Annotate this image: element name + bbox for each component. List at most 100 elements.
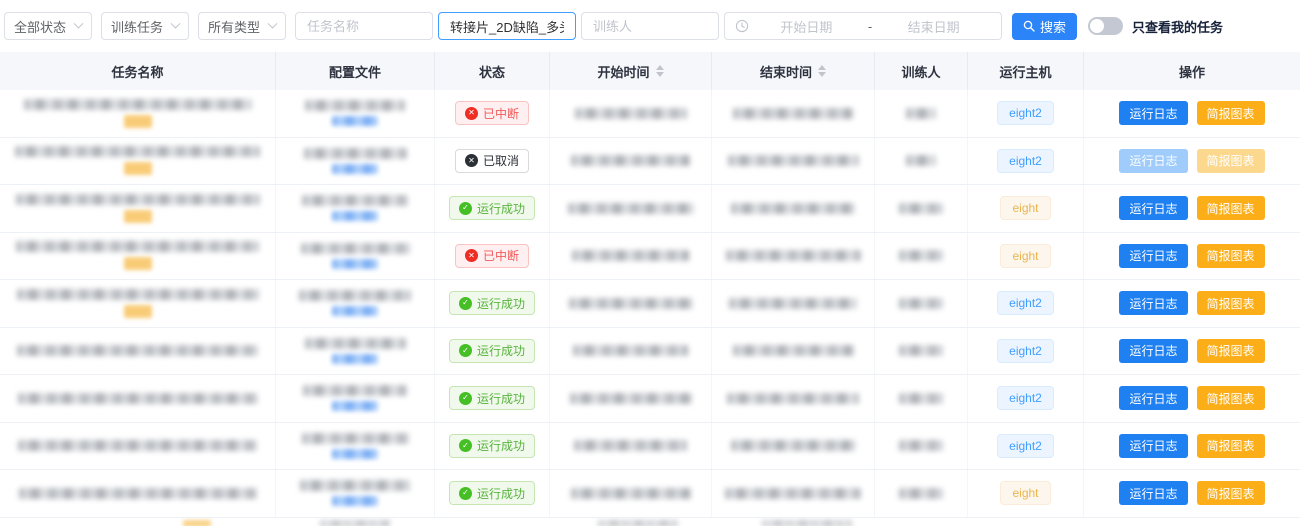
config-file-link-redacted[interactable] bbox=[332, 448, 378, 459]
config-file-link-redacted[interactable] bbox=[332, 163, 378, 174]
trainer-cell bbox=[875, 232, 968, 279]
run-log-button[interactable]: 运行日志 bbox=[1119, 196, 1188, 221]
run-log-button[interactable]: 运行日志 bbox=[1119, 433, 1188, 458]
host-cell: eight bbox=[968, 232, 1084, 279]
config-file-cell bbox=[276, 422, 435, 469]
column-header-5[interactable]: 结束时间 bbox=[712, 52, 875, 90]
status-filter-select[interactable]: 全部状态 bbox=[4, 12, 92, 40]
status-label: 已中断 bbox=[482, 249, 519, 264]
category-select[interactable]: 所有类型 bbox=[198, 12, 286, 40]
run-log-button[interactable]: 运行日志 bbox=[1119, 291, 1188, 316]
trainer-cell bbox=[875, 90, 968, 137]
status-icon: ✓ bbox=[458, 391, 472, 405]
end-time-cell bbox=[712, 470, 875, 517]
report-chart-button[interactable]: 简报图表 bbox=[1196, 243, 1265, 268]
column-header-4[interactable]: 开始时间 bbox=[550, 52, 712, 90]
trainer-input[interactable] bbox=[581, 12, 719, 40]
report-chart-button[interactable]: 简报图表 bbox=[1196, 101, 1265, 126]
host-cell: eight2 bbox=[968, 327, 1084, 374]
date-start-placeholder: 开始日期 bbox=[780, 19, 833, 35]
run-log-button[interactable]: 运行日志 bbox=[1119, 338, 1188, 363]
end-time-cell bbox=[712, 375, 875, 422]
trainer-cell bbox=[875, 327, 968, 374]
start-time-redacted bbox=[574, 440, 687, 452]
task-name-tag-redacted bbox=[123, 304, 152, 318]
task-name-tag-redacted bbox=[123, 209, 152, 223]
config-file-link-redacted[interactable] bbox=[332, 258, 378, 269]
toggle-knob bbox=[1090, 19, 1105, 33]
my-tasks-toggle-label: 只查看我的任务 bbox=[1132, 19, 1224, 35]
search-button[interactable]: 搜索 bbox=[1012, 12, 1078, 40]
sort-desc-icon bbox=[655, 72, 664, 77]
config-file-link-redacted[interactable] bbox=[332, 496, 378, 507]
status-cell: ✕ 已取消 bbox=[435, 137, 550, 184]
config-file-link-redacted[interactable] bbox=[332, 353, 378, 364]
report-chart-button[interactable]: 简报图表 bbox=[1196, 338, 1265, 363]
status-cell: ✓ 运行成功 bbox=[435, 470, 550, 517]
end-time-redacted bbox=[727, 155, 859, 167]
run-log-button[interactable]: 运行日志 bbox=[1119, 101, 1188, 126]
report-chart-button[interactable]: 简报图表 bbox=[1196, 148, 1265, 173]
column-header-label: 配置文件 bbox=[328, 64, 381, 80]
actions-cell: 运行日志 简报图表 bbox=[1084, 328, 1300, 375]
config-file-redacted bbox=[299, 290, 411, 302]
date-range-picker[interactable]: 开始日期 - 结束日期 bbox=[724, 12, 1002, 40]
host-badge: eight2 bbox=[997, 101, 1054, 126]
table-row: ✕ 已取消 eight2 运行日志 简报图表 bbox=[0, 137, 1300, 185]
table-row: ✓ 运行成功 eight 运行日志 简报图表 bbox=[0, 185, 1300, 233]
table-header-row: 任务名称 配置文件 状态 开始时间 结束时间 训练人 运行主机 操作 bbox=[0, 52, 1300, 90]
start-time-cell bbox=[550, 90, 712, 137]
config-file-cell bbox=[276, 470, 435, 517]
actions-cell: 运行日志 简报图表 bbox=[1084, 233, 1300, 280]
config-file-link-redacted[interactable] bbox=[332, 306, 378, 317]
report-chart-button[interactable]: 简报图表 bbox=[1196, 196, 1265, 221]
column-header-label: 状态 bbox=[478, 64, 505, 80]
task-name-redacted bbox=[23, 98, 252, 110]
run-log-button[interactable]: 运行日志 bbox=[1119, 243, 1188, 268]
run-log-button[interactable]: 运行日志 bbox=[1119, 148, 1188, 173]
report-chart-button[interactable]: 简报图表 bbox=[1196, 386, 1265, 411]
trainer-cell bbox=[875, 185, 968, 232]
status-icon: ✕ bbox=[464, 154, 478, 168]
start-time-cell bbox=[550, 422, 712, 469]
run-log-button[interactable]: 运行日志 bbox=[1119, 386, 1188, 411]
config-file-cell bbox=[276, 185, 435, 232]
report-chart-button[interactable]: 简报图表 bbox=[1196, 433, 1265, 458]
config-file-redacted bbox=[303, 385, 407, 397]
config-file-cell bbox=[276, 280, 435, 327]
keyword-input[interactable] bbox=[438, 12, 576, 40]
host-badge: eight2 bbox=[997, 148, 1054, 173]
status-cell: ✓ 运行成功 bbox=[435, 280, 550, 327]
task-name-input[interactable] bbox=[295, 12, 433, 40]
start-time-redacted bbox=[573, 345, 688, 357]
start-time-redacted bbox=[568, 297, 693, 309]
host-badge: eight bbox=[1000, 196, 1051, 221]
report-chart-button[interactable]: 简报图表 bbox=[1196, 291, 1265, 316]
config-file-link-redacted[interactable] bbox=[332, 401, 378, 412]
my-tasks-toggle[interactable] bbox=[1088, 17, 1124, 35]
end-time-cell bbox=[712, 327, 875, 374]
category-value: 所有类型 bbox=[208, 19, 261, 35]
sort-caret-icon[interactable] bbox=[655, 65, 664, 77]
config-file-cell bbox=[276, 137, 435, 184]
task-name-cell bbox=[0, 232, 276, 279]
start-time-cell bbox=[550, 232, 712, 279]
table-row: ✓ 运行成功 eight 运行日志 简报图表 bbox=[0, 470, 1300, 518]
end-time-redacted bbox=[733, 107, 853, 119]
status-label: 已取消 bbox=[482, 154, 519, 169]
sort-caret-icon[interactable] bbox=[818, 65, 826, 77]
run-log-button[interactable]: 运行日志 bbox=[1119, 481, 1188, 506]
sort-asc-icon bbox=[655, 65, 664, 70]
config-file-link-redacted[interactable] bbox=[332, 211, 378, 222]
report-chart-button[interactable]: 简报图表 bbox=[1196, 481, 1265, 506]
search-button-label: 搜索 bbox=[1040, 19, 1067, 35]
task-name-redacted bbox=[17, 392, 258, 404]
actions-cell: 运行日志 简报图表 bbox=[1084, 280, 1300, 327]
config-file-link-redacted[interactable] bbox=[332, 116, 378, 127]
task-type-select[interactable]: 训练任务 bbox=[101, 12, 189, 40]
actions-cell: 运行日志 简报图表 bbox=[1084, 375, 1300, 422]
start-time-redacted bbox=[569, 392, 692, 404]
trainer-cell bbox=[875, 280, 968, 327]
task-name-tag-redacted bbox=[183, 519, 211, 526]
task-name-redacted bbox=[18, 487, 257, 499]
